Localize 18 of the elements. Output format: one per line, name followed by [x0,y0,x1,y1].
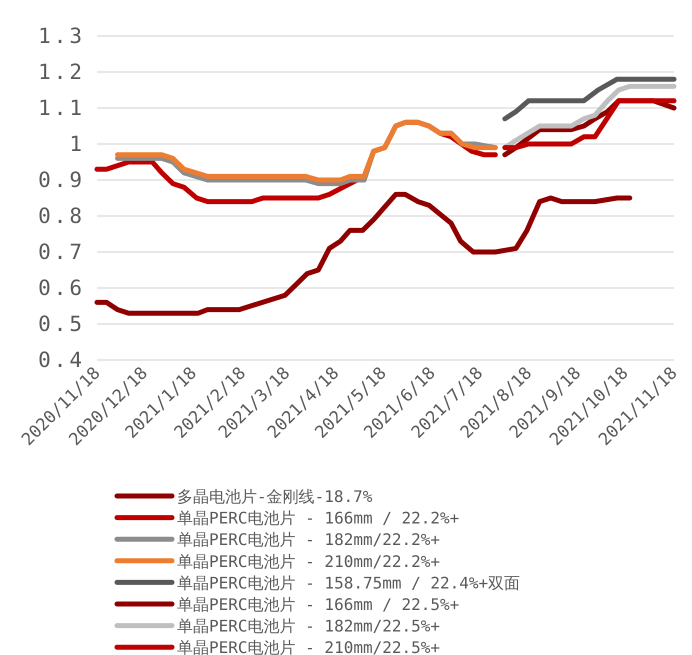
y-tick-label: 0.9 [38,168,85,192]
y-tick-label: 1 [69,132,85,156]
y-tick-label: 0.5 [38,312,85,336]
legend-label: 单晶PERC电池片 - 210mm/22.2%+ [177,552,440,571]
legend-label: 单晶PERC电池片 - 158.75mm / 22.4%+双面 [177,573,520,592]
legend-label: 单晶PERC电池片 - 210mm/22.5%+ [177,638,440,655]
y-tick-label: 0.7 [38,240,85,264]
y-tick-label: 1.2 [38,60,85,84]
legend-label: 单晶PERC电池片 - 182mm/22.5%+ [177,616,440,636]
legend-label: 单晶PERC电池片 - 182mm/22.2%+ [177,530,440,550]
y-tick-label: 0.8 [38,204,85,228]
legend-label: 多晶电池片-金刚线-18.7% [177,487,373,506]
legend-label: 单晶PERC电池片 - 166mm / 22.2%+ [177,508,460,528]
y-tick-label: 1.3 [38,24,85,48]
legend-label: 单晶PERC电池片 - 166mm / 22.5%+ [177,595,460,614]
y-tick-label: 1.1 [38,96,85,120]
y-tick-label: 0.4 [38,348,85,372]
y-tick-label: 0.6 [38,276,85,300]
